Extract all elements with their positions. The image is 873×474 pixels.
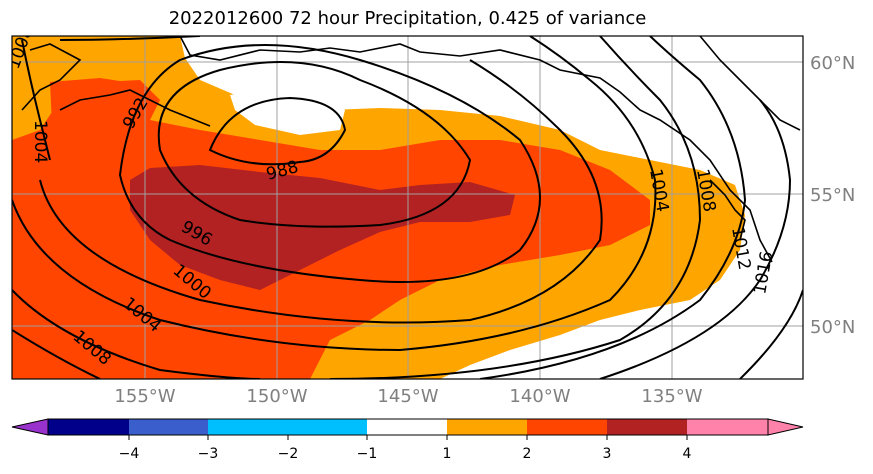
pressure-contours: [12, 36, 803, 379]
colorbar-extend-max: [767, 418, 804, 436]
colorbar-swatch: [687, 419, 768, 435]
colorbar-tick-label: −3: [198, 446, 219, 462]
colorbar-tick-label: 4: [683, 446, 692, 462]
colorbar-tick-label: 2: [523, 446, 532, 462]
colorbar-frame: [47, 418, 769, 436]
colorbar-swatch: [607, 419, 687, 435]
precip-gap: [230, 88, 345, 135]
colorbar-swatch: [48, 419, 129, 435]
colorbar-tick-label: −1: [357, 446, 378, 462]
colorbar-swatch: [447, 419, 527, 435]
colorbar-ticks: [128, 435, 688, 440]
precip-band-2-3-nw: [50, 78, 140, 135]
colorbar-swatch: [208, 419, 288, 435]
map-title: 2022012600 72 hour Precipitation, 0.425 …: [168, 8, 647, 29]
colorbar-swatch: [288, 419, 367, 435]
lat-label: 50°N: [810, 317, 855, 338]
colorbar: −4 −3 −2 −1 1 2 3 4: [11, 418, 804, 462]
colorbar-swatch: [367, 419, 447, 435]
lon-label: 135°W: [641, 386, 702, 407]
colorbar-swatch: [527, 419, 607, 435]
map-frame: [11, 35, 804, 380]
lat-label: 60°N: [810, 53, 855, 74]
colorbar-swatch: [129, 419, 208, 435]
colorbar-tick-label: −4: [119, 446, 140, 462]
lon-label: 145°W: [377, 386, 438, 407]
colorbar-tick-label: −2: [278, 446, 299, 462]
lon-label: 140°W: [509, 386, 570, 407]
coastlines: [21, 36, 801, 263]
lat-label: 55°N: [810, 185, 855, 206]
colorbar-tick-label: 3: [603, 446, 612, 462]
colorbar-tick-label: 1: [443, 446, 452, 462]
lon-label: 150°W: [246, 386, 307, 407]
contour-label: 1004: [30, 120, 50, 163]
lon-label: 155°W: [114, 386, 175, 407]
colorbar-extend-min: [11, 418, 49, 436]
